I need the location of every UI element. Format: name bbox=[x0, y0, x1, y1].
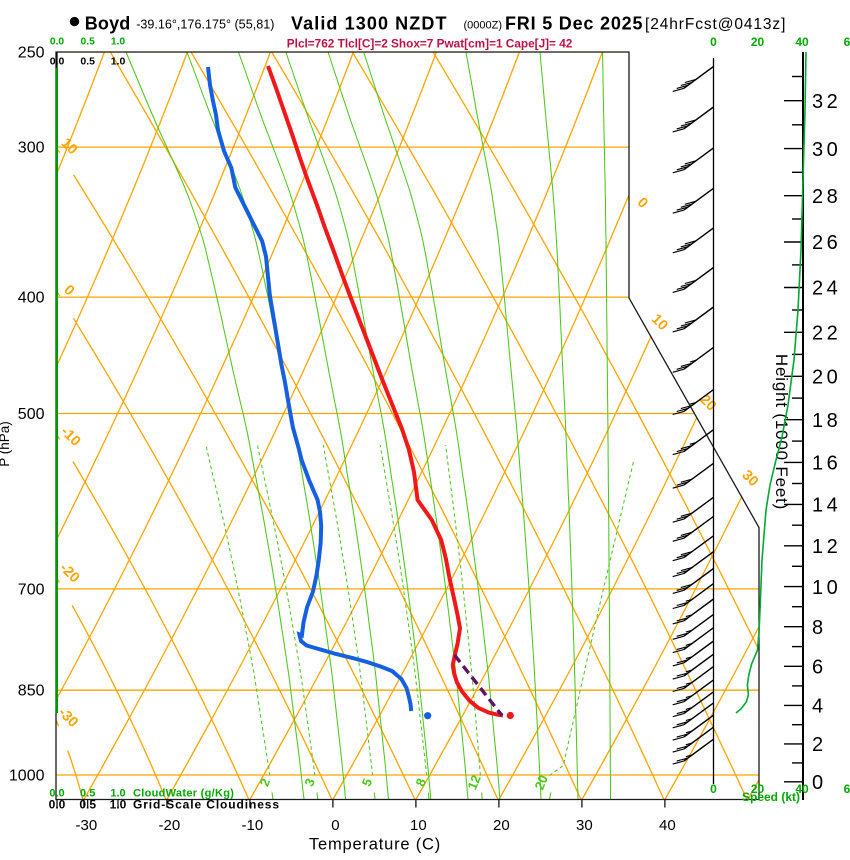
svg-text:Temperature (C): Temperature (C) bbox=[309, 836, 441, 854]
svg-text:1.0: 1.0 bbox=[110, 798, 127, 812]
svg-text:4: 4 bbox=[812, 696, 827, 718]
svg-text:-30: -30 bbox=[76, 817, 98, 834]
svg-text:0: 0 bbox=[710, 782, 717, 796]
svg-text:6: 6 bbox=[844, 35, 850, 49]
svg-text:20: 20 bbox=[751, 35, 765, 49]
svg-text:Grid-Scale Cloudiness: Grid-Scale Cloudiness bbox=[133, 798, 280, 812]
svg-text:0.0: 0.0 bbox=[49, 798, 66, 812]
svg-text:20: 20 bbox=[751, 782, 765, 796]
svg-text:0.0: 0.0 bbox=[49, 788, 64, 800]
svg-text:-20: -20 bbox=[159, 817, 181, 834]
svg-text:16: 16 bbox=[812, 453, 841, 475]
svg-text:[24hrFcst@0413z]: [24hrFcst@0413z] bbox=[645, 16, 786, 33]
svg-text:20: 20 bbox=[532, 773, 551, 792]
svg-text:10: 10 bbox=[812, 577, 841, 599]
svg-text:8: 8 bbox=[812, 617, 827, 639]
svg-text:0: 0 bbox=[812, 772, 827, 794]
svg-text:1000: 1000 bbox=[9, 768, 45, 785]
svg-text:0: 0 bbox=[331, 817, 339, 834]
svg-text:250: 250 bbox=[18, 45, 45, 62]
svg-text:Speed (kt): Speed (kt) bbox=[742, 790, 800, 804]
svg-text:300: 300 bbox=[18, 140, 45, 157]
svg-text:700: 700 bbox=[18, 581, 45, 598]
svg-text:0.0: 0.0 bbox=[50, 55, 65, 67]
svg-text:Plcl=762 Tlcl[C]=2 Shox=7 Pwat: Plcl=762 Tlcl[C]=2 Shox=7 Pwat[cm]=1 Cap… bbox=[287, 37, 573, 51]
svg-text:0.5: 0.5 bbox=[81, 36, 96, 47]
svg-text:Height (1000 Feet): Height (1000 Feet) bbox=[772, 354, 791, 510]
svg-text:0: 0 bbox=[710, 35, 717, 49]
svg-text:P (hPa): P (hPa) bbox=[0, 421, 12, 467]
svg-text:22: 22 bbox=[812, 323, 841, 345]
svg-text:1.0: 1.0 bbox=[111, 36, 126, 47]
svg-text:1.0: 1.0 bbox=[111, 55, 126, 67]
svg-text:400: 400 bbox=[18, 290, 45, 307]
svg-text:18: 18 bbox=[812, 410, 841, 432]
svg-text:40: 40 bbox=[659, 817, 676, 834]
svg-text:10: 10 bbox=[410, 817, 427, 834]
svg-text:14: 14 bbox=[812, 495, 841, 517]
svg-text:32: 32 bbox=[812, 91, 841, 113]
svg-text:20: 20 bbox=[493, 817, 510, 834]
svg-text:30: 30 bbox=[576, 817, 593, 834]
svg-text:40: 40 bbox=[795, 782, 809, 796]
svg-text:FRI 5 Dec 2025: FRI 5 Dec 2025 bbox=[505, 14, 643, 34]
svg-text:500: 500 bbox=[18, 406, 45, 423]
svg-text:850: 850 bbox=[18, 683, 45, 700]
svg-text:0.5: 0.5 bbox=[80, 788, 95, 800]
svg-text:-10: -10 bbox=[242, 817, 264, 834]
svg-text:12: 12 bbox=[464, 773, 483, 792]
svg-text:(0000Z): (0000Z) bbox=[464, 20, 503, 32]
svg-text:20: 20 bbox=[812, 367, 841, 389]
svg-text:CloudWater (g/Kg): CloudWater (g/Kg) bbox=[133, 788, 234, 800]
svg-text:-39.16°,176.175° (55,81): -39.16°,176.175° (55,81) bbox=[136, 18, 274, 32]
svg-text:26: 26 bbox=[812, 232, 841, 254]
svg-text:0.0: 0.0 bbox=[50, 36, 65, 47]
svg-text:6: 6 bbox=[844, 782, 850, 796]
svg-text:Valid 1300 NZDT: Valid 1300 NZDT bbox=[291, 14, 448, 34]
svg-text:6: 6 bbox=[812, 657, 827, 679]
svg-text:0.5: 0.5 bbox=[80, 55, 95, 67]
svg-text:Boyd: Boyd bbox=[85, 14, 131, 34]
svg-text:30: 30 bbox=[812, 139, 841, 161]
svg-text:28: 28 bbox=[812, 186, 841, 208]
svg-text:24: 24 bbox=[812, 278, 841, 300]
svg-text:0.5: 0.5 bbox=[79, 798, 96, 812]
svg-text:2: 2 bbox=[812, 734, 827, 756]
svg-text:1.0: 1.0 bbox=[110, 788, 125, 800]
svg-text:40: 40 bbox=[795, 35, 809, 49]
svg-text:12: 12 bbox=[812, 536, 841, 558]
